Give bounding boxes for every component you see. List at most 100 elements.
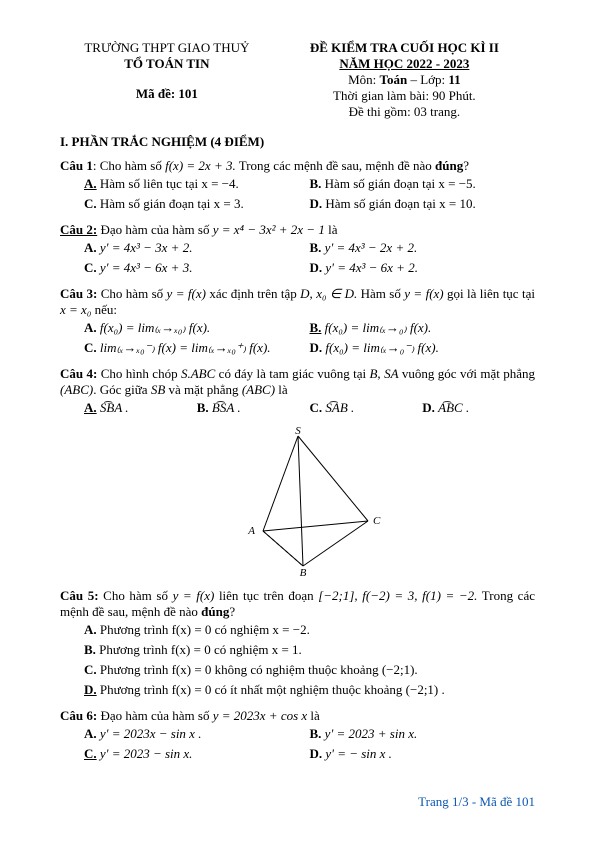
- q2-opt-b-text: y' = 4x³ − 2x + 2.: [325, 240, 418, 255]
- q3-t2: xác định trên tập: [206, 286, 300, 301]
- q6-opt-c-text: y' = 2023 − sin x.: [100, 746, 193, 761]
- q3-f3: y = f(x): [404, 286, 443, 301]
- school-year: NĂM HỌC 2022 - 2023: [274, 56, 535, 72]
- q4-f6: (ABC): [242, 382, 275, 397]
- q2-opt-d-text: y' = 4x³ − 6x + 2.: [325, 260, 418, 275]
- q1-opt-c: C. Hàm số gián đoạn tại x = 3.: [84, 194, 310, 214]
- section-1-title: I. PHẦN TRẮC NGHIỆM (4 ĐIỂM): [60, 134, 535, 150]
- q1-keyword: đúng: [435, 158, 463, 173]
- q1-text-2: Trong các mệnh đề sau, mệnh đề nào: [236, 158, 435, 173]
- pages-line: Đề thi gồm: 03 trang.: [274, 104, 535, 120]
- q6-opt-d-text: y' = − sin x .: [325, 746, 392, 761]
- q2-label: Câu 2:: [60, 222, 97, 237]
- exam-code: Mã đề: 101: [60, 86, 274, 102]
- q1-label: Câu 1: [60, 158, 93, 173]
- q3-opt-c-text: lim₍ₓ→ₓ₀⁻₎ f(x) = lim₍ₓ→ₓ₀⁺₎ f(x).: [100, 340, 271, 355]
- q4-t5: và mặt phẳng: [165, 382, 242, 397]
- q1-opt-a: A. Hàm số liên tục tại x = −4.: [84, 174, 310, 194]
- pyramid-diagram: S A B C: [60, 426, 535, 580]
- q3-f4: x = x₀: [60, 302, 91, 317]
- q3-t3: Hàm số: [357, 286, 404, 301]
- q2-opt-c: C. y' = 4x³ − 6x + 3.: [84, 258, 310, 278]
- vertex-c: C: [373, 515, 381, 527]
- q6-opt-b: B. y' = 2023 + sin x.: [310, 724, 536, 744]
- q3-f1: y = f(x): [167, 286, 206, 301]
- q2-opt-b: B. y' = 4x³ − 2x + 2.: [310, 238, 536, 258]
- q4-opt-b: B. B͡SA .: [197, 398, 310, 418]
- q4-t3: vuông góc với mặt phẳng: [399, 366, 535, 381]
- q3-opt-b-text: f(x₀) = lim₍ₓ→₀₎ f(x).: [325, 320, 432, 335]
- q3-opt-a: A. f(x₀) = lim₍ₓ→ₓ₀₎ f(x).: [84, 318, 310, 338]
- exam-title: ĐỀ KIỂM TRA CUỐI HỌC KÌ II: [274, 40, 535, 56]
- q4-f1: S.ABC: [181, 366, 215, 381]
- q6-opt-a-text: y' = 2023x − sin x .: [100, 726, 202, 741]
- q6-options: A. y' = 2023x − sin x . B. y' = 2023 + s…: [84, 724, 535, 764]
- q1-opt-b-text: Hàm số gián đoạn tại x = −5.: [325, 176, 476, 191]
- footer-link[interactable]: Trang 1/3 - Mã đề 101: [418, 794, 535, 809]
- q1-opt-d: D. Hàm số gián đoạn tại x = 10.: [310, 194, 536, 214]
- header-left: TRƯỜNG THPT GIAO THUỶ TỔ TOÁN TIN Mã đề:…: [60, 40, 274, 120]
- time-line: Thời gian làm bài: 90 Phút.: [274, 88, 535, 104]
- q2-options: A. y' = 4x³ − 3x + 2. B. y' = 4x³ − 2x +…: [84, 238, 535, 278]
- q2-opt-d: D. y' = 4x³ − 6x + 2.: [310, 258, 536, 278]
- q1-opt-d-text: Hàm số gián đoạn tại x = 10.: [325, 196, 475, 211]
- q5-f1: y = f(x): [173, 588, 215, 603]
- department: TỔ TOÁN TIN: [60, 56, 274, 72]
- q4-t4: . Góc giữa: [93, 382, 151, 397]
- q3-options: A. f(x₀) = lim₍ₓ→ₓ₀₎ f(x). B. f(x₀) = li…: [84, 318, 535, 358]
- q3-opt-a-text: f(x₀) = lim₍ₓ→ₓ₀₎ f(x).: [100, 320, 210, 335]
- q4-opt-b-text: B͡SA .: [212, 400, 241, 415]
- q6-opt-a: A. y' = 2023x − sin x .: [84, 724, 310, 744]
- q6-t1: Đạo hàm của hàm số: [97, 708, 213, 723]
- q2-text-1: Đạo hàm của hàm số: [97, 222, 213, 237]
- q3-opt-b: B. f(x₀) = lim₍ₓ→₀₎ f(x).: [310, 318, 536, 338]
- q2-formula: y = x⁴ − 3x² + 2x − 1: [213, 222, 325, 237]
- vertex-a: A: [247, 525, 255, 537]
- q4-opt-a-text: S͡BA .: [100, 400, 129, 415]
- q5-label: Câu 5:: [60, 588, 99, 603]
- q3-opt-d-text: f(x₀) = lim₍ₓ→₀⁻₎ f(x).: [325, 340, 438, 355]
- q6-label: Câu 6:: [60, 708, 97, 723]
- question-1: Câu 1: Cho hàm số f(x) = 2x + 3. Trong c…: [60, 158, 535, 174]
- q5-opt-c: C. Phương trình f(x) = 0 không có nghiệm…: [84, 660, 535, 680]
- q5-opt-c-text: Phương trình f(x) = 0 không có nghiệm th…: [100, 662, 418, 677]
- q1-text-1: : Cho hàm số: [93, 158, 165, 173]
- q1-options: A. Hàm số liên tục tại x = −4. B. Hàm số…: [84, 174, 535, 214]
- vertex-b: B: [299, 567, 306, 576]
- q3-t5: nếu:: [91, 302, 117, 317]
- q3-opt-d: D. f(x₀) = lim₍ₓ→₀⁻₎ f(x).: [310, 338, 536, 358]
- header-right: ĐỀ KIỂM TRA CUỐI HỌC KÌ II NĂM HỌC 2022 …: [274, 40, 535, 120]
- q5-opt-a-text: Phương trình f(x) = 0 có nghiệm x = −2.: [100, 622, 310, 637]
- pyramid-svg: S A B C: [213, 426, 383, 576]
- school-name: TRƯỜNG THPT GIAO THUỶ: [60, 40, 274, 56]
- q4-t1: Cho hình chóp: [97, 366, 181, 381]
- question-2: Câu 2: Đạo hàm của hàm số y = x⁴ − 3x² +…: [60, 222, 535, 238]
- question-5: Câu 5: Cho hàm số y = f(x) liên tục trên…: [60, 588, 535, 620]
- header: TRƯỜNG THPT GIAO THUỶ TỔ TOÁN TIN Mã đề:…: [60, 40, 535, 120]
- q4-t2: có đáy là tam giác vuông tại: [215, 366, 369, 381]
- q3-label: Câu 3:: [60, 286, 97, 301]
- page-footer: Trang 1/3 - Mã đề 101: [60, 794, 535, 810]
- q1-opt-b: B. Hàm số gián đoạn tại x = −5.: [310, 174, 536, 194]
- question-4: Câu 4: Cho hình chóp S.ABC có đáy là tam…: [60, 366, 535, 398]
- q5-t2: liên tục trên đoạn: [214, 588, 318, 603]
- question-3: Câu 3: Cho hàm số y = f(x) xác định trên…: [60, 286, 535, 318]
- q3-t1: Cho hàm số: [97, 286, 166, 301]
- subject-line: Môn: Toán – Lớp: 11: [274, 72, 535, 88]
- q1-formula: f(x) = 2x + 3.: [165, 158, 236, 173]
- q5-keyword: đúng: [201, 604, 229, 619]
- q3-t4: gọi là liên tục tại: [444, 286, 535, 301]
- q6-opt-d: D. y' = − sin x .: [310, 744, 536, 764]
- q2-opt-a-text: y' = 4x³ − 3x + 2.: [100, 240, 193, 255]
- q2-text-2: là: [325, 222, 338, 237]
- q1-opt-a-text: Hàm số liên tục tại x = −4.: [100, 176, 239, 191]
- vertex-s: S: [295, 426, 301, 437]
- question-6: Câu 6: Đạo hàm của hàm số y = 2023x + co…: [60, 708, 535, 724]
- q1-opt-c-text: Hàm số gián đoạn tại x = 3.: [100, 196, 244, 211]
- q5-opt-d-text: Phương trình f(x) = 0 có ít nhất một ngh…: [100, 682, 445, 697]
- q4-label: Câu 4:: [60, 366, 97, 381]
- q4-opt-d: D. A͡BC .: [422, 398, 535, 418]
- q4-options: A. S͡BA . B. B͡SA . C. S͡AB . D. A͡BC .: [84, 398, 535, 418]
- q4-opt-c: C. S͡AB .: [310, 398, 423, 418]
- q5-opt-a: A. Phương trình f(x) = 0 có nghiệm x = −…: [84, 620, 535, 640]
